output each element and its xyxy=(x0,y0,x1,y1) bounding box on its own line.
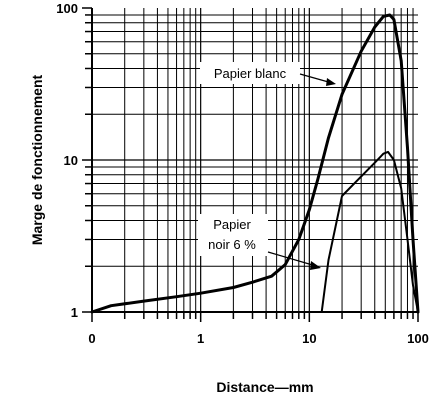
x-tick-label: 100 xyxy=(407,331,429,346)
arrowhead-icon xyxy=(310,261,321,270)
y-tick-label: 10 xyxy=(64,153,78,168)
x-tick-label: 1 xyxy=(197,331,204,346)
series-line-1 xyxy=(90,13,420,314)
annotation-layer: Papier blanc Papier noir 6 % xyxy=(198,62,336,270)
x-axis-title: Distance—mm xyxy=(216,379,313,395)
annotation-label-papier-blanc: Papier blanc xyxy=(214,66,287,81)
axes-layer xyxy=(82,7,419,322)
y-axis-title: Marge de fonctionnement xyxy=(29,74,45,245)
annotation-backdrop xyxy=(198,214,268,256)
series-layer xyxy=(90,13,420,314)
x-tick-label: 0 xyxy=(88,331,95,346)
y-tick-label: 100 xyxy=(56,1,78,16)
arrowhead-icon xyxy=(326,78,336,86)
annotation-backdrop xyxy=(200,62,300,84)
x-tick-label: 10 xyxy=(302,331,316,346)
series-line-2 xyxy=(320,150,419,313)
grid-layer xyxy=(92,8,418,312)
annotation-leader-line xyxy=(267,251,317,267)
annotation-label-papier: Papier xyxy=(213,217,251,232)
annotation-label-noir: noir 6 % xyxy=(208,237,256,252)
y-tick-label: 1 xyxy=(71,305,78,320)
